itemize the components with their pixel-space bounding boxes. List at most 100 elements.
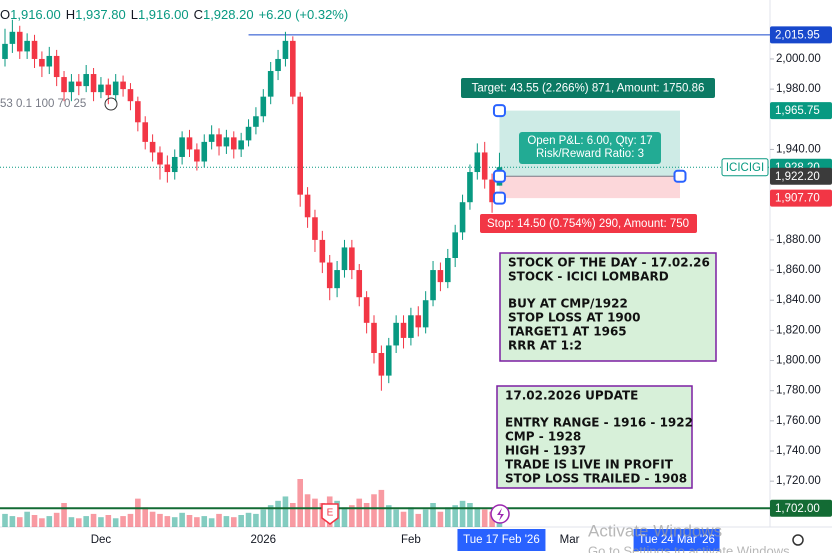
volume-bar bbox=[127, 513, 134, 527]
candle-body bbox=[319, 239, 326, 263]
note-line: STOP LOSS TRAILED - 1908 bbox=[505, 472, 687, 486]
ohlc-key: L bbox=[131, 7, 138, 22]
ohlc-legend: O1,916.00 H1,937.80 L1,916.00 C1,928.20 +6.2… bbox=[0, 7, 348, 22]
note-line: STOP LOSS AT 1900 bbox=[508, 311, 640, 325]
candle-body bbox=[201, 141, 208, 162]
volume-bar bbox=[216, 513, 222, 527]
candle-body bbox=[238, 140, 244, 150]
handle[interactable] bbox=[492, 169, 506, 183]
candle-body bbox=[349, 247, 355, 271]
volume-bar bbox=[349, 505, 355, 527]
volume-bar bbox=[68, 517, 75, 527]
volume-bar bbox=[230, 517, 237, 527]
candle-body bbox=[223, 137, 230, 147]
candle-body bbox=[467, 172, 473, 203]
x-tick-label: Tue 24 Mar '26 bbox=[638, 534, 715, 546]
candle-body bbox=[24, 40, 30, 52]
volume-bar bbox=[459, 500, 466, 527]
candle-body bbox=[179, 137, 185, 157]
earnings-marker[interactable] bbox=[321, 503, 339, 525]
volume-bar bbox=[312, 498, 318, 527]
y-tick-label: 1,820.00 bbox=[776, 324, 821, 336]
handle[interactable] bbox=[492, 104, 506, 118]
x-tick-label: Dec bbox=[91, 534, 112, 546]
target-label-bg bbox=[461, 78, 715, 98]
note-line: STOCK OF THE DAY - 17.02.26 bbox=[508, 256, 710, 270]
volume-bar bbox=[24, 511, 30, 527]
volume-bar bbox=[149, 511, 156, 527]
note-line: CMP - 1928 bbox=[505, 430, 581, 444]
candle-body bbox=[98, 84, 104, 93]
candle-body bbox=[408, 315, 414, 338]
ohlc-value: 1,916.00 bbox=[10, 7, 61, 22]
candle-body bbox=[459, 202, 466, 233]
volume-bar bbox=[31, 515, 38, 527]
volume-bar bbox=[356, 498, 363, 527]
price-tag: 1,965.75 bbox=[775, 105, 820, 117]
candle-body bbox=[76, 81, 82, 87]
volume-bar bbox=[437, 511, 444, 527]
volume-bar bbox=[297, 479, 303, 527]
candle-body bbox=[445, 257, 451, 283]
volume-bar bbox=[164, 516, 171, 527]
crosshair-label-bg bbox=[457, 529, 546, 551]
volume-bar bbox=[2, 513, 8, 527]
note-line: HIGH - 1937 bbox=[505, 444, 586, 458]
candle-body bbox=[112, 81, 119, 96]
candle-body bbox=[267, 71, 274, 97]
volume-bar bbox=[415, 513, 422, 527]
ohlc-value: 1,916.00 bbox=[138, 7, 189, 22]
candle-body bbox=[194, 149, 200, 162]
crosshair-label-bg bbox=[633, 529, 720, 551]
candle-body bbox=[253, 116, 259, 127]
candle-body bbox=[171, 156, 178, 173]
handle[interactable] bbox=[492, 191, 506, 205]
candle-body bbox=[127, 89, 134, 102]
candle-body bbox=[9, 31, 16, 44]
candle-body bbox=[341, 247, 348, 271]
candle-body bbox=[312, 217, 318, 240]
handle[interactable] bbox=[673, 169, 687, 183]
volume-bar bbox=[171, 517, 178, 527]
volume-bar bbox=[267, 505, 274, 527]
volume-bar bbox=[474, 507, 481, 527]
y-tick-label: 1,840.00 bbox=[776, 294, 821, 306]
price-tag: 1,922.20 bbox=[775, 171, 820, 183]
volume-bar bbox=[39, 518, 45, 527]
indicator-legend: 53 0.1 100 70 25 bbox=[0, 98, 86, 110]
ohlc-value: +6.20 (+0.32%) bbox=[259, 7, 349, 22]
volume-bar bbox=[83, 516, 89, 527]
target-label: Target: 43.55 (2.266%) 871, Amount: 1750… bbox=[472, 83, 705, 95]
candle-body bbox=[400, 322, 407, 338]
gear-icon[interactable] bbox=[792, 534, 804, 546]
candle-body bbox=[297, 96, 303, 195]
candle-body bbox=[452, 232, 458, 258]
volume-bar bbox=[422, 509, 429, 527]
volume-bar bbox=[282, 496, 289, 527]
y-tick-label: 1,980.00 bbox=[776, 83, 821, 95]
candle-body bbox=[16, 31, 23, 52]
candle-body bbox=[186, 137, 193, 150]
y-tick-label: 1,740.00 bbox=[776, 445, 821, 457]
candle-body bbox=[230, 137, 237, 150]
candle-body bbox=[135, 101, 141, 123]
visibility-icon[interactable] bbox=[104, 97, 118, 111]
candle-body bbox=[68, 81, 75, 93]
candle-body bbox=[489, 179, 495, 203]
candle-body bbox=[2, 43, 8, 59]
candle-body bbox=[422, 300, 429, 328]
candle-body bbox=[157, 152, 163, 165]
volume-bar bbox=[53, 512, 60, 527]
y-tick-label: 1,860.00 bbox=[776, 264, 821, 276]
candle-body bbox=[282, 40, 289, 59]
candle-body bbox=[39, 58, 45, 67]
candle-body bbox=[378, 352, 385, 376]
settings[interactable] bbox=[792, 534, 804, 546]
ohlc-key: H bbox=[66, 7, 75, 22]
events: E bbox=[321, 503, 510, 525]
volume-bar bbox=[46, 516, 53, 527]
candle-body bbox=[208, 134, 215, 142]
volume-bar bbox=[452, 505, 458, 527]
y-tick-label: 1,880.00 bbox=[776, 234, 821, 246]
